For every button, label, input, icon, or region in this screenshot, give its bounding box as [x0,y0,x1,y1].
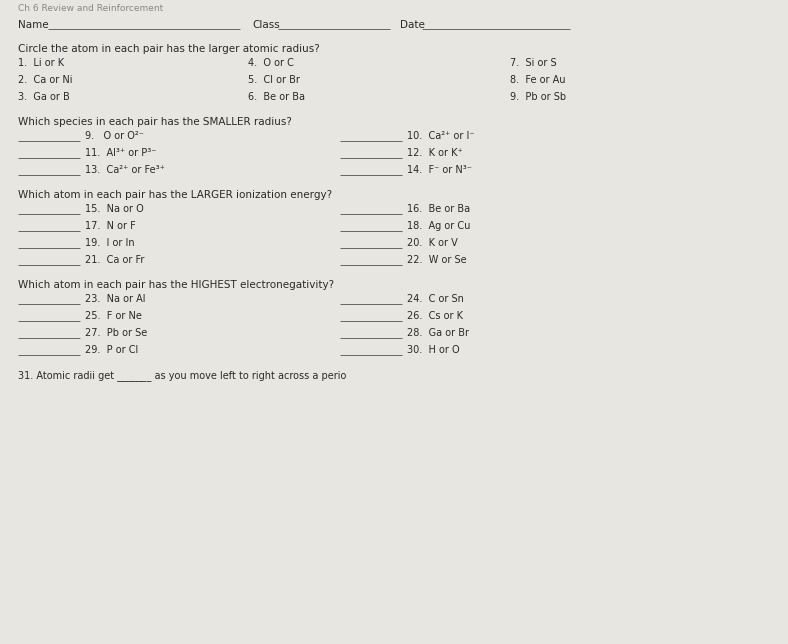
Text: 10.  Ca²⁺ or I⁻: 10. Ca²⁺ or I⁻ [407,131,474,141]
Text: 14.  F⁻ or N³⁻: 14. F⁻ or N³⁻ [407,165,472,175]
Text: 3.  Ga or B: 3. Ga or B [18,92,70,102]
Text: 25.  F or Ne: 25. F or Ne [85,311,142,321]
Text: 27.  Pb or Se: 27. Pb or Se [85,328,147,338]
Text: Class: Class [252,20,280,30]
Text: 15.  Na or O: 15. Na or O [85,204,143,214]
Text: 4.  O or C: 4. O or C [248,58,294,68]
Text: 9.   O or O²⁻: 9. O or O²⁻ [85,131,144,141]
Text: 11.  Al³⁺ or P³⁻: 11. Al³⁺ or P³⁻ [85,148,156,158]
Text: 6.  Be or Ba: 6. Be or Ba [248,92,305,102]
Text: 13.  Ca²⁺ or Fe³⁺: 13. Ca²⁺ or Fe³⁺ [85,165,165,175]
Text: 2.  Ca or Ni: 2. Ca or Ni [18,75,72,85]
Text: Which atom in each pair has the HIGHEST electronegativity?: Which atom in each pair has the HIGHEST … [18,280,334,290]
Text: 19.  I or In: 19. I or In [85,238,135,248]
Text: 18.  Ag or Cu: 18. Ag or Cu [407,221,470,231]
Text: 1.  Li or K: 1. Li or K [18,58,64,68]
Text: 8.  Fe or Au: 8. Fe or Au [510,75,566,85]
Text: Which atom in each pair has the LARGER ionization energy?: Which atom in each pair has the LARGER i… [18,190,332,200]
Text: 20.  K or V: 20. K or V [407,238,458,248]
Text: 23.  Na or Al: 23. Na or Al [85,294,146,304]
Text: 17.  N or F: 17. N or F [85,221,136,231]
Text: 16.  Be or Ba: 16. Be or Ba [407,204,470,214]
Text: 30.  H or O: 30. H or O [407,345,459,355]
Text: Date: Date [400,20,425,30]
Text: Name: Name [18,20,49,30]
Text: 9.  Pb or Sb: 9. Pb or Sb [510,92,566,102]
Text: 28.  Ga or Br: 28. Ga or Br [407,328,469,338]
Text: 12.  K or K⁺: 12. K or K⁺ [407,148,463,158]
Text: Ch 6 Review and Reinforcement: Ch 6 Review and Reinforcement [18,4,163,13]
Text: 21.  Ca or Fr: 21. Ca or Fr [85,255,144,265]
Text: 26.  Cs or K: 26. Cs or K [407,311,463,321]
Text: 7.  Si or S: 7. Si or S [510,58,556,68]
Text: 22.  W or Se: 22. W or Se [407,255,466,265]
Text: Which species in each pair has the SMALLER radius?: Which species in each pair has the SMALL… [18,117,292,127]
Text: 29.  P or Cl: 29. P or Cl [85,345,138,355]
Text: 31. Atomic radii get _______ as you move left to right across a perio: 31. Atomic radii get _______ as you move… [18,370,347,381]
Text: 5.  Cl or Br: 5. Cl or Br [248,75,300,85]
Text: 24.  C or Sn: 24. C or Sn [407,294,464,304]
Text: Circle the atom in each pair has the larger atomic radius?: Circle the atom in each pair has the lar… [18,44,320,54]
